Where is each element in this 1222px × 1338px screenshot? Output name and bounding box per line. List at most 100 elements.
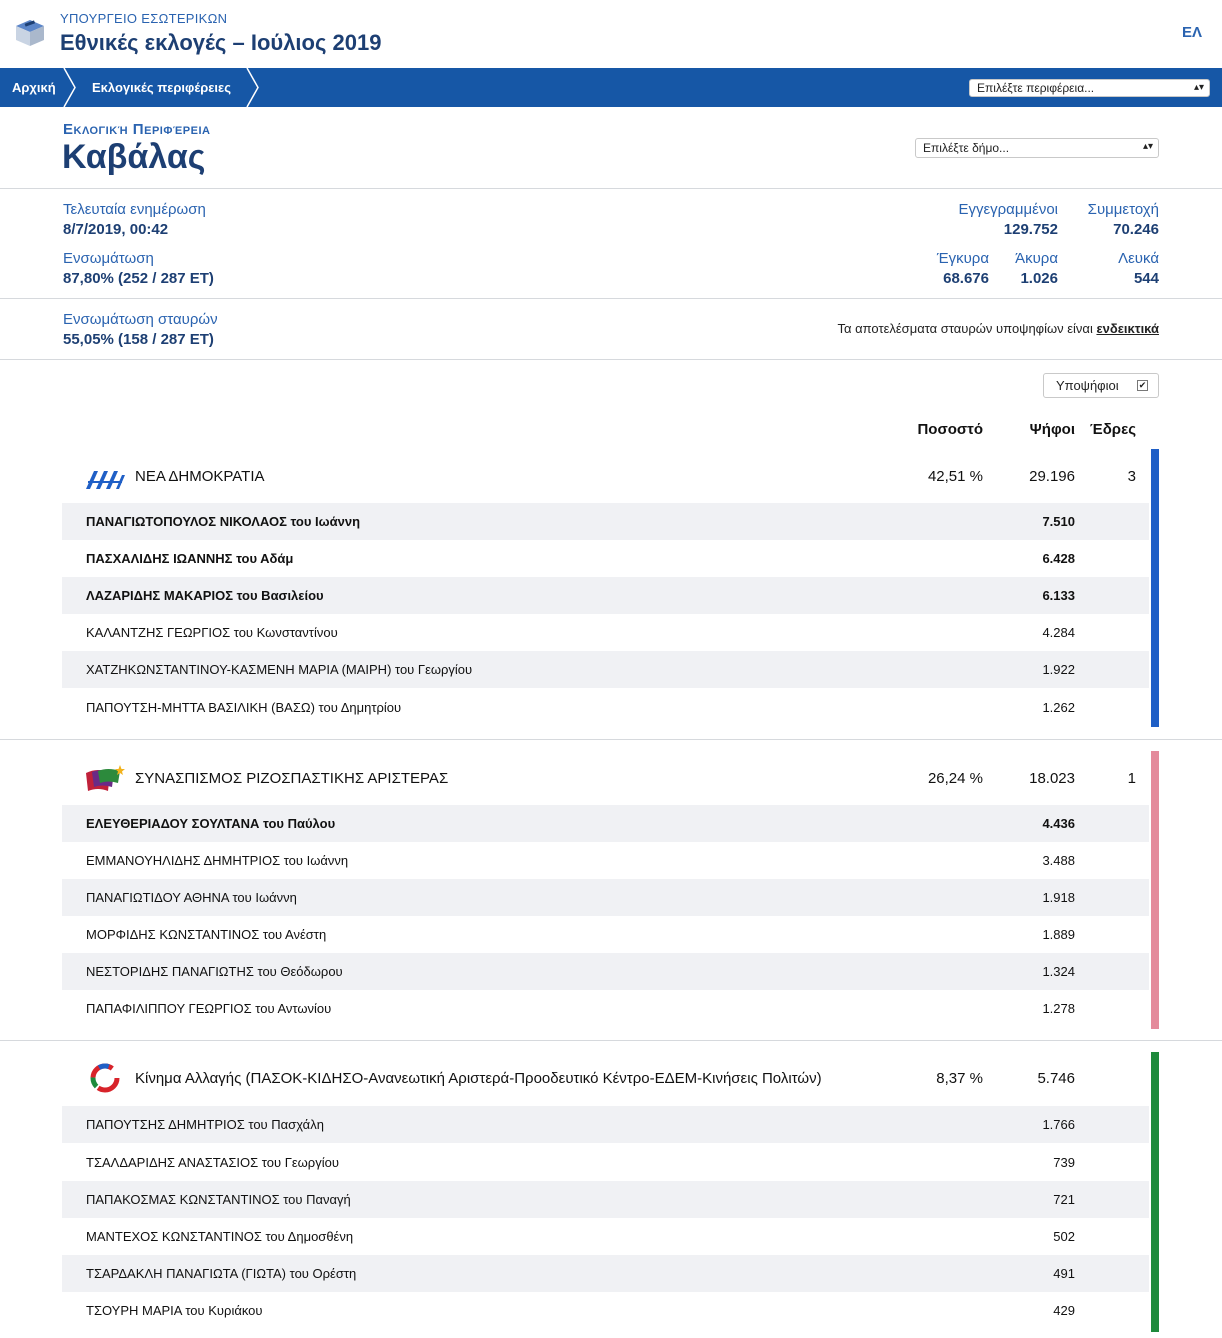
candidate-row: ΤΣΑΡΔΑΚΛΗ ΠΑΝΑΓΙΩΤΑ (ΓΙΩΤΑ) του Ορέστη 4…	[62, 1255, 1149, 1292]
candidate-row: ΝΕΣΤΟΡΙΔΗΣ ΠΑΝΑΓΙΩΤΗΣ του Θεόδωρου 1.324	[62, 953, 1149, 990]
candidate-votes: 1.918	[1042, 890, 1075, 905]
party-block-kinal: Κίνημα Αλλαγής (ΠΑΣΟΚ-ΚΙΔΗΣΟ-Ανανεωτική …	[0, 1052, 1222, 1338]
candidate-votes: 6.428	[1042, 551, 1075, 566]
candidate-name: ΠΑΝΑΓΙΩΤΙΔΟΥ ΑΘΗΝΑ του Ιωάννη	[86, 890, 297, 905]
column-header-percent: Ποσοστό	[917, 421, 983, 438]
party-block-syriza: ΣΥΝΑΣΠΙΣΜΟΣ ΡΙΖΟΣΠΑΣΤΙΚΗΣ ΑΡΙΣΤΕΡΑΣ 26,2…	[0, 751, 1222, 1041]
candidate-row: ΧΑΤΖΗΚΩΝΣΤΑΝΤΙΝΟΥ-ΚΑΣΜΕΝΗ ΜΑΡΙΑ (ΜΑΙΡΗ) …	[62, 651, 1149, 688]
candidate-votes: 721	[1053, 1192, 1075, 1207]
breadcrumb-regions[interactable]: Εκλογικές περιφέρειες	[92, 80, 231, 95]
candidate-name: ΧΑΤΖΗΚΩΝΣΤΑΝΤΙΝΟΥ-ΚΑΣΜΕΝΗ ΜΑΡΙΑ (ΜΑΙΡΗ) …	[86, 662, 473, 677]
candidate-name: ΠΑΝΑΓΙΩΤΟΠΟΥΛΟΣ ΝΙΚΟΛΑΟΣ του Ιωάννη	[86, 514, 361, 529]
last-update-label: Τελευταία ενημέρωση	[63, 201, 206, 218]
candidate-row: ΠΑΝΑΓΙΩΤΙΔΟΥ ΑΘΗΝΑ του Ιωάννη 1.918	[62, 879, 1149, 916]
turnout-value: 70.246	[1113, 221, 1159, 238]
candidate-votes: 1.889	[1042, 927, 1075, 942]
candidate-votes: 3.488	[1042, 853, 1075, 868]
integration-label: Ενσωμάτωση	[63, 250, 154, 267]
select-arrows-icon: ▴▾	[1193, 82, 1204, 93]
registered-value: 129.752	[1003, 221, 1058, 238]
candidate-votes: 6.133	[1042, 588, 1075, 603]
candidate-row: ΛΑΖΑΡΙΔΗΣ ΜΑΚΑΡΙΟΣ του Βασιλείου 6.133	[62, 577, 1149, 614]
divider	[0, 188, 1222, 189]
language-switch[interactable]: ΕΛ	[1181, 24, 1202, 41]
party-color-bar	[1151, 449, 1159, 727]
invalid-value: 1.026	[1020, 270, 1058, 287]
candidate-votes: 1.262	[1042, 700, 1075, 715]
candidate-name: ΤΣΑΛΔΑΡΙΔΗΣ ΑΝΑΣΤΑΣΙΟΣ του Γεωργίου	[86, 1155, 339, 1170]
site-title[interactable]: Εθνικές εκλογές – Ιούλιος 2019	[60, 30, 382, 55]
candidate-row: ΠΑΝΑΓΙΩΤΟΠΟΥΛΟΣ ΝΙΚΟΛΑΟΣ του Ιωάννη 7.51…	[62, 503, 1149, 540]
party-name: Κίνημα Αλλαγής (ΠΑΣΟΚ-ΚΙΔΗΣΟ-Ανανεωτική …	[135, 1070, 822, 1087]
municipality-select[interactable]: Επιλέξτε δήμο... ▴▾	[915, 138, 1159, 158]
candidate-row: ΠΑΣΧΑΛΙΔΗΣ ΙΩΑΝΝΗΣ του Αδάμ 6.428	[62, 540, 1149, 577]
registered-label: Εγγεγραμμένοι	[958, 201, 1058, 218]
party-votes: 5.746	[1037, 1070, 1075, 1087]
candidate-votes: 502	[1053, 1229, 1075, 1244]
candidates-toggle-label: Υποψήφιοι	[1056, 378, 1119, 393]
party-color-bar	[1151, 751, 1159, 1029]
party-name: ΣΥΝΑΣΠΙΣΜΟΣ ΡΙΖΟΣΠΑΣΤΙΚΗΣ ΑΡΙΣΤΕΡΑΣ	[135, 770, 449, 787]
candidate-row: ΜΟΡΦΙΔΗΣ ΚΩΝΣΤΑΝΤΙΝΟΣ του Ανέστη 1.889	[62, 916, 1149, 953]
party-percent: 42,51 %	[927, 468, 983, 485]
cross-integration-value: 55,05% (158 / 287 ΕΤ)	[63, 331, 214, 348]
candidate-votes: 1.766	[1042, 1117, 1075, 1132]
candidate-row: ΕΛΕΥΘΕΡΙΑΔΟΥ ΣΟΥΛΤΑΝΑ του Παύλου 4.436	[62, 805, 1149, 842]
candidate-votes: 1.922	[1042, 662, 1075, 677]
divider	[0, 739, 1222, 740]
candidate-row: ΠΑΠΑΦΙΛΙΠΠΟΥ ΓΕΩΡΓΙΟΣ του Αντωνίου 1.278	[62, 990, 1149, 1027]
candidate-name: ΠΑΣΧΑΛΙΔΗΣ ΙΩΑΝΝΗΣ του Αδάμ	[86, 551, 294, 566]
valid-label: Έγκυρα	[936, 250, 989, 267]
candidate-name: ΝΕΣΤΟΡΙΔΗΣ ΠΑΝΑΓΙΩΤΗΣ του Θεόδωρου	[86, 964, 343, 979]
invalid-label: Άκυρα	[1015, 250, 1058, 267]
candidate-votes: 4.436	[1042, 816, 1075, 831]
column-header-seats: Έδρες	[1089, 421, 1136, 438]
blank-value: 544	[1133, 270, 1159, 287]
candidate-votes: 1.324	[1042, 964, 1075, 979]
candidate-name: ΕΛΕΥΘΕΡΙΑΔΟΥ ΣΟΥΛΤΑΝΑ του Παύλου	[86, 816, 336, 831]
candidate-votes: 739	[1053, 1155, 1075, 1170]
indicative-link[interactable]: ενδεικτικά	[1096, 321, 1159, 336]
turnout-label: Συμμετοχή	[1087, 201, 1159, 218]
candidate-row: ΜΑΝΤΕΧΟΣ ΚΩΝΣΤΑΝΤΙΝΟΣ του Δημοσθένη 502	[62, 1218, 1149, 1255]
divider	[0, 1040, 1222, 1041]
candidate-name: ΕΜΜΑΝΟΥΗΛΙΔΗΣ ΔΗΜΗΤΡΙΟΣ του Ιωάννη	[86, 853, 349, 868]
candidate-name: ΚΑΛΑΝΤΖΗΣ ΓΕΩΡΓΙΟΣ του Κωνσταντίνου	[86, 625, 338, 640]
candidate-row: ΤΣΑΛΔΑΡΙΔΗΣ ΑΝΑΣΤΑΣΙΟΣ του Γεωργίου 739	[62, 1144, 1149, 1181]
ballot-box-icon	[16, 20, 44, 46]
candidate-votes: 429	[1053, 1303, 1075, 1318]
indicative-note: Τα αποτελέσματα σταυρών υποψηφίων είναι …	[837, 321, 1159, 336]
party-block-nd: ΝΕΑ ΔΗΜΟΚΡΑΤΙΑ 42,51 % 29.196 3 ΠΑΝΑΓΙΩΤ…	[0, 449, 1222, 739]
valid-value: 68.676	[943, 270, 989, 287]
candidate-row: ΤΣΟΥΡΗ ΜΑΡΙΑ του Κυριάκου 429	[62, 1292, 1149, 1329]
party-votes: 18.023	[1029, 770, 1075, 787]
last-update-value: 8/7/2019, 00:42	[63, 221, 169, 238]
breadcrumb-home[interactable]: Αρχική	[12, 80, 56, 95]
candidate-name: ΠΑΠΑΚΟΣΜΑΣ ΚΩΝΣΤΑΝΤΙΝΟΣ του Παναγή	[86, 1192, 351, 1207]
select-arrows-icon: ▴▾	[1142, 141, 1153, 152]
candidate-votes: 1.278	[1042, 1001, 1075, 1016]
candidate-name: ΠΑΠΟΥΤΣΗΣ ΔΗΜΗΤΡΙΟΣ του Πασχάλη	[86, 1117, 324, 1132]
candidate-name: ΤΣΑΡΔΑΚΛΗ ΠΑΝΑΓΙΩΤΑ (ΓΙΩΤΑ) του Ορέστη	[86, 1266, 357, 1281]
candidates-toggle[interactable]: Υποψήφιοι ✔	[1043, 373, 1159, 398]
candidate-votes: 491	[1053, 1266, 1075, 1281]
nd-logo-icon	[86, 471, 125, 489]
municipality-select-value: Επιλέξτε δήμο...	[923, 141, 1010, 155]
candidate-votes: 7.510	[1042, 514, 1075, 529]
candidate-name: ΜΟΡΦΙΔΗΣ ΚΩΝΣΤΑΝΤΙΝΟΣ του Ανέστη	[86, 927, 327, 942]
party-color-bar	[1151, 1052, 1159, 1332]
party-seats: 3	[1127, 468, 1136, 485]
breadcrumb-separator-icon	[63, 68, 76, 107]
candidate-votes: 4.284	[1042, 625, 1075, 640]
region-label: Εκλογική Περιφέρεια	[63, 121, 211, 138]
ministry-name: ΥΠΟΥΡΓΕΙΟ ΕΣΩΤΕΡΙΚΩΝ	[60, 11, 228, 26]
candidate-name: ΛΑΖΑΡΙΔΗΣ ΜΑΚΑΡΙΟΣ του Βασιλείου	[86, 588, 324, 603]
region-select[interactable]: Επιλέξτε περιφέρεια... ▴▾	[969, 79, 1210, 97]
kinal-logo-icon	[90, 1063, 120, 1093]
region-name: Καβάλας	[62, 138, 206, 176]
checkbox-checked-icon[interactable]: ✔	[1137, 380, 1148, 391]
candidate-name: ΤΣΟΥΡΗ ΜΑΡΙΑ του Κυριάκου	[86, 1303, 263, 1318]
candidate-row: ΠΑΠΟΥΤΣΗΣ ΔΗΜΗΤΡΙΟΣ του Πασχάλη 1.766	[62, 1106, 1149, 1143]
column-header-votes: Ψήφοι	[1029, 421, 1075, 438]
candidate-name: ΠΑΠΟΥΤΣΗ-ΜΗΤΤΑ ΒΑΣΙΛΙΚΗ (ΒΑΣΩ) του Δημητ…	[86, 700, 402, 715]
